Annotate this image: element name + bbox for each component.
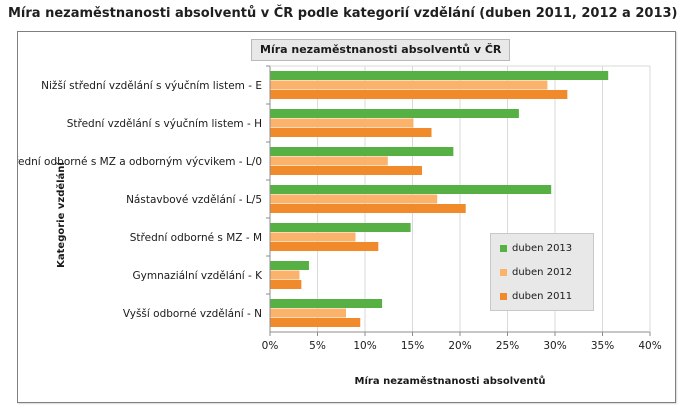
bar	[270, 185, 552, 194]
chart-title: Míra nezaměstnanosti absolventů v ČR	[251, 39, 511, 61]
legend-label-2012: duben 2012	[512, 267, 573, 278]
category-label: Gymnaziální vzdělání - K	[133, 270, 264, 282]
x-tick-label: 5%	[309, 340, 326, 352]
bar	[270, 118, 414, 128]
chart-container: 0% 5% 10% 15% 20% 25% 30% 35% 40% Nižší střední v…	[17, 31, 676, 403]
category-label: Vyšší odborné vzdělání - N	[123, 308, 262, 320]
bar	[270, 308, 346, 318]
bar	[270, 80, 548, 90]
bar	[270, 147, 454, 156]
x-tick-label: 15%	[401, 340, 424, 352]
bar	[270, 90, 568, 99]
bar	[270, 194, 438, 204]
category-label: Střední odborné s MZ - M	[130, 232, 262, 244]
bar	[270, 166, 422, 175]
bar-chart: 0% 5% 10% 15% 20% 25% 30% 35% 40% Nižší střední v…	[18, 65, 662, 387]
bar	[270, 204, 466, 213]
bar	[270, 261, 309, 270]
legend-label-2013: duben 2013	[512, 243, 573, 254]
x-tick-label: 35%	[591, 340, 614, 352]
bar	[270, 223, 411, 232]
y-axis-title: Kategorie vzdělání	[55, 162, 67, 268]
x-tick-label: 0%	[262, 340, 279, 352]
bar	[270, 299, 383, 308]
bar	[270, 109, 519, 118]
legend-label-2011: duben 2011	[512, 291, 573, 302]
legend-swatch-2013	[500, 244, 507, 252]
bar	[270, 318, 361, 327]
x-tick-label: 20%	[448, 340, 471, 352]
legend-item-2013: duben 2013	[500, 242, 572, 256]
bar	[270, 242, 379, 251]
x-tick-label: 25%	[496, 340, 519, 352]
legend-item-2011: duben 2011	[500, 290, 572, 304]
legend-item-2012: duben 2012	[500, 266, 572, 280]
category-label: Střední odborné s MZ a odborným výcvikem…	[18, 156, 262, 168]
bar	[270, 71, 609, 80]
bar	[270, 156, 388, 166]
x-tick-label: 40%	[638, 340, 661, 352]
x-tick-label: 30%	[543, 340, 566, 352]
x-tick-label: 10%	[353, 340, 376, 352]
bar	[270, 270, 300, 280]
legend-swatch-2011	[500, 292, 507, 300]
bar	[270, 128, 432, 137]
x-axis-title: Míra nezaměstnanosti absolventů	[355, 374, 546, 387]
legend-swatch-2012	[500, 268, 507, 276]
page-title: Míra nezaměstnanosti absolventů v ČR pod…	[8, 6, 678, 21]
category-label: Střední vzdělání s výučním listem - H	[67, 118, 262, 130]
bar	[270, 232, 356, 242]
bar	[270, 280, 302, 289]
category-label: Nástavbové vzdělání - L/5	[126, 194, 262, 206]
category-label: Nižší střední vzdělání s výučním listem …	[41, 80, 262, 92]
chart-legend: duben 2013 duben 2012 duben 2011	[490, 233, 594, 311]
